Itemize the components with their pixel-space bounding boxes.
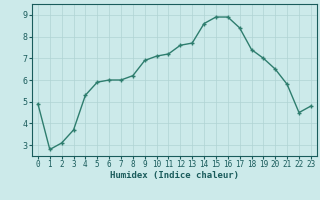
X-axis label: Humidex (Indice chaleur): Humidex (Indice chaleur)	[110, 171, 239, 180]
